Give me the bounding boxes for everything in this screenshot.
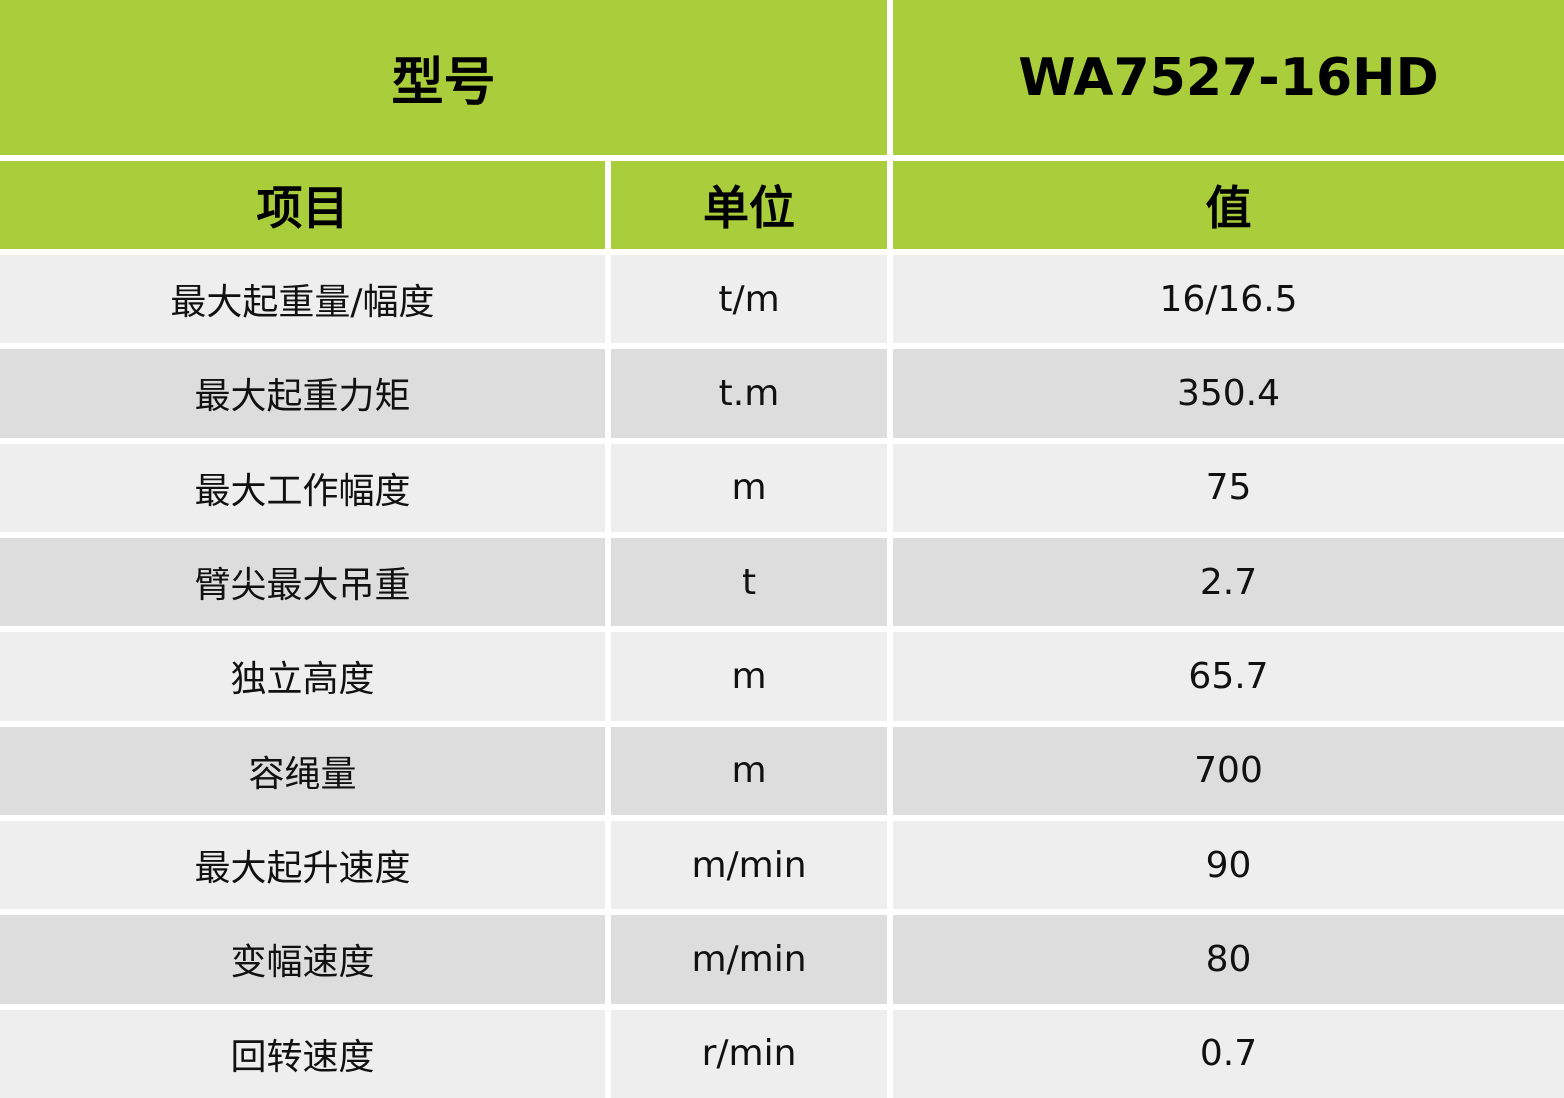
table-cell-unit: m [611, 443, 887, 532]
table-cell-value: 0.7 [893, 1009, 1564, 1098]
column-header-item: 项目 [0, 161, 605, 249]
table-cell-unit: t [611, 538, 887, 627]
table-cell-value: 350.4 [893, 349, 1564, 438]
table-cell-value: 16/16.5 [893, 255, 1564, 344]
column-header-value: 值 [893, 161, 1564, 249]
table-cell-value: 90 [893, 821, 1564, 910]
table-cell-value: 75 [893, 443, 1564, 532]
table-cell-item: 最大起重量/幅度 [0, 255, 605, 344]
table-cell-unit: m [611, 632, 887, 721]
table-cell-item: 臂尖最大吊重 [0, 538, 605, 627]
table-cell-unit: m/min [611, 915, 887, 1004]
table-cell-unit: m [611, 726, 887, 815]
table-cell-item: 最大起重力矩 [0, 349, 605, 438]
model-label: 型号 [0, 0, 887, 155]
table-cell-value: 2.7 [893, 538, 1564, 627]
table-cell-item: 最大工作幅度 [0, 443, 605, 532]
table-cell-unit: m/min [611, 821, 887, 910]
table-cell-value: 700 [893, 726, 1564, 815]
table-cell-unit: t/m [611, 255, 887, 344]
table-cell-value: 80 [893, 915, 1564, 1004]
column-header-unit: 单位 [611, 161, 887, 249]
table-cell-unit: t.m [611, 349, 887, 438]
table-cell-item: 最大起升速度 [0, 821, 605, 910]
table-cell-item: 变幅速度 [0, 915, 605, 1004]
table-cell-unit: r/min [611, 1009, 887, 1098]
model-value: WA7527-16HD [893, 0, 1564, 155]
table-cell-item: 容绳量 [0, 726, 605, 815]
table-cell-item: 回转速度 [0, 1009, 605, 1098]
table-cell-item: 独立高度 [0, 632, 605, 721]
table-cell-value: 65.7 [893, 632, 1564, 721]
